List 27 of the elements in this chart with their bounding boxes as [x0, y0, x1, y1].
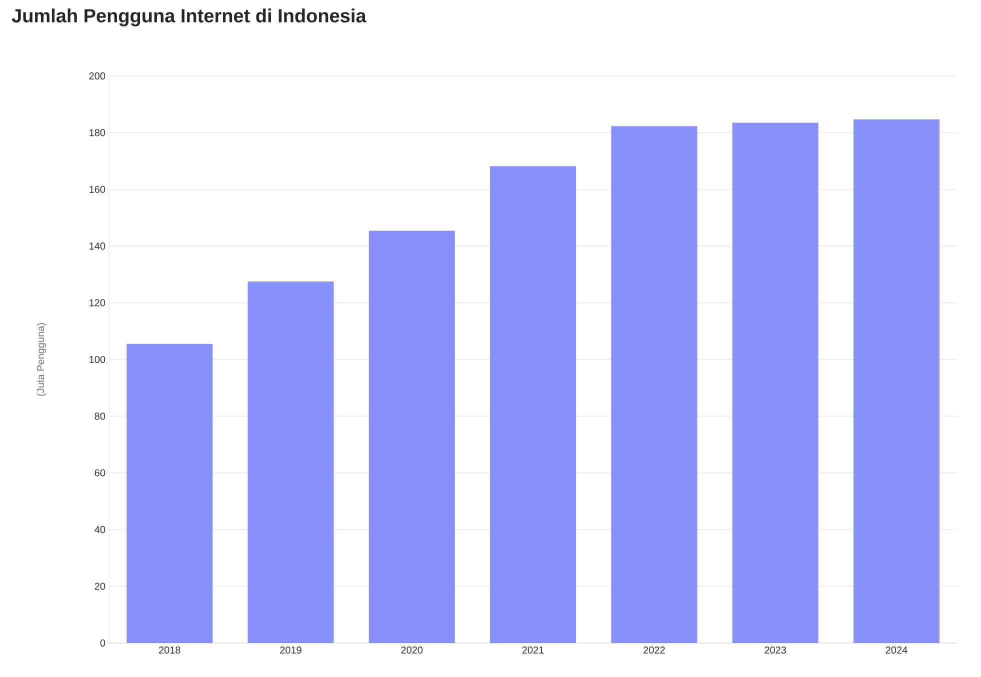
y-tick-label: 200 [89, 72, 106, 80]
x-tick-label: 2021 [522, 646, 544, 654]
x-tick-label: 2020 [401, 646, 423, 654]
bar [126, 344, 213, 643]
bar [368, 230, 455, 643]
x-tick-label: 2019 [280, 646, 302, 654]
x-tick-label: 2023 [764, 646, 786, 654]
bar [611, 126, 698, 643]
y-tick-label: 160 [90, 186, 106, 193]
y-tick-label: 180 [90, 129, 106, 136]
x-tick-label: 2018 [158, 646, 180, 654]
y-tick-label: 80 [94, 412, 106, 420]
y-tick-label: 140 [90, 242, 106, 250]
y-tick-label: 20 [94, 582, 106, 590]
y-axis-title: (Juta Pengguna) [36, 323, 46, 396]
y-tick-label: 120 [90, 299, 106, 306]
bar [248, 282, 334, 643]
y-tick-label: 60 [94, 469, 106, 476]
y-tick-label: 40 [94, 526, 106, 534]
x-tick-label: 2024 [886, 646, 908, 654]
y-tick-label: 0 [100, 639, 106, 647]
bar [490, 166, 576, 643]
y-tick-label: 100 [90, 356, 106, 364]
chart-title: Jumlah Pengguna Internet di Indonesia [12, 8, 366, 26]
bar [732, 122, 818, 643]
bar [853, 119, 940, 643]
x-tick-label: 2022 [644, 646, 665, 654]
